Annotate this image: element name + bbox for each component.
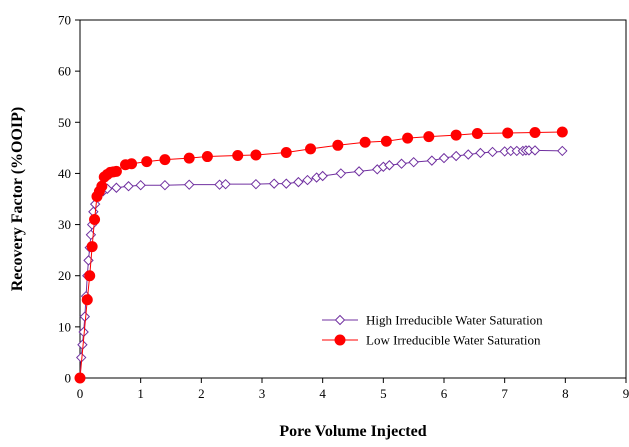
series-2-point <box>86 241 98 253</box>
series-2-point <box>74 372 86 384</box>
y-tick-label: 60 <box>58 64 71 79</box>
series-1-point <box>426 155 438 166</box>
series-2-point <box>141 156 153 168</box>
x-tick-label: 9 <box>623 386 629 401</box>
series-2-point <box>232 150 244 162</box>
series-2-point <box>250 149 262 161</box>
x-tick-label: 2 <box>198 386 205 401</box>
series-1-point <box>450 150 462 162</box>
series-1-point <box>317 170 328 182</box>
series-2-point <box>126 158 138 170</box>
series-2-point <box>159 154 171 166</box>
series-layer <box>74 126 568 384</box>
series-1-point <box>353 166 365 177</box>
series-1-point <box>408 156 419 168</box>
series-1-point <box>302 174 313 186</box>
y-tick-label: 30 <box>58 217 71 232</box>
series-1-point <box>529 145 541 156</box>
y-tick-label: 0 <box>65 371 72 386</box>
x-tick-label: 6 <box>441 386 448 401</box>
series-2-point <box>450 129 462 141</box>
series-2-point <box>280 146 292 158</box>
series-2 <box>74 126 568 384</box>
series-1-point <box>384 160 395 171</box>
x-axis-title: Pore Volume Injected <box>279 423 426 440</box>
series-2-point <box>81 294 93 306</box>
legend-marker <box>334 314 346 326</box>
series-2-point <box>359 136 371 148</box>
series-2-point <box>332 139 344 151</box>
series-2-point <box>502 127 514 139</box>
series-2-point <box>556 126 568 138</box>
x-tick-label: 5 <box>380 386 387 401</box>
legend-item-2: Low Irreducible Water Saturation <box>322 333 541 348</box>
series-1-line <box>79 149 563 379</box>
series-2-point <box>96 180 108 192</box>
legend-label: High Irreducible Water Saturation <box>366 313 543 328</box>
series-1-point <box>487 146 498 158</box>
series-1-point <box>335 168 347 179</box>
axis-ticks: 0 1 2 3 4 5 6 7 8 9 0 10 20 30 40 50 60 70 <box>58 13 629 402</box>
y-tick-label: 10 <box>58 319 71 334</box>
series-1-point <box>557 145 568 157</box>
series-1-point <box>250 178 262 190</box>
x-tick-label: 1 <box>137 386 144 401</box>
y-tick-label: 50 <box>58 115 71 130</box>
legend: High Irreducible Water Saturation Low Irr… <box>322 313 543 348</box>
series-1-point <box>135 179 146 191</box>
x-tick-label: 3 <box>259 386 266 401</box>
series-2-point <box>305 143 317 155</box>
x-tick-label: 8 <box>562 386 569 401</box>
x-tick-label: 4 <box>319 386 326 401</box>
series-2-point <box>471 128 483 140</box>
series-2-point <box>380 135 392 147</box>
y-axis-title: Recovery Factor (%OOIP) <box>9 107 26 292</box>
series-1-point <box>281 178 292 189</box>
series-2-point <box>529 127 541 139</box>
legend-item-1: High Irreducible Water Saturation <box>322 313 543 328</box>
series-1-point <box>463 149 474 160</box>
legend-label: Low Irreducible Water Saturation <box>366 333 541 348</box>
series-2-point <box>423 131 435 143</box>
plot-area-frame <box>79 19 627 379</box>
series-1-point <box>268 178 280 189</box>
series-2-point <box>402 132 414 144</box>
x-tick-label: 0 <box>77 386 84 401</box>
series-2-point <box>201 151 213 163</box>
series-1-point <box>183 179 195 190</box>
y-tick-label: 70 <box>58 13 71 28</box>
x-tick-label: 7 <box>501 386 508 401</box>
series-1-point <box>123 181 134 192</box>
legend-marker <box>334 334 346 346</box>
series-1-point <box>438 152 450 164</box>
y-tick-label: 40 <box>58 166 71 181</box>
series-1-point <box>293 176 304 188</box>
series-2-point <box>183 152 195 164</box>
series-1-point <box>475 147 486 159</box>
y-tick-label: 20 <box>58 268 71 283</box>
series-1-point <box>111 182 122 193</box>
series-2-point <box>110 165 122 177</box>
series-1-point <box>220 178 231 190</box>
series-1-point <box>159 179 171 191</box>
series-1-point <box>396 158 407 169</box>
series-2-point <box>89 213 101 225</box>
series-2-point <box>84 270 96 282</box>
